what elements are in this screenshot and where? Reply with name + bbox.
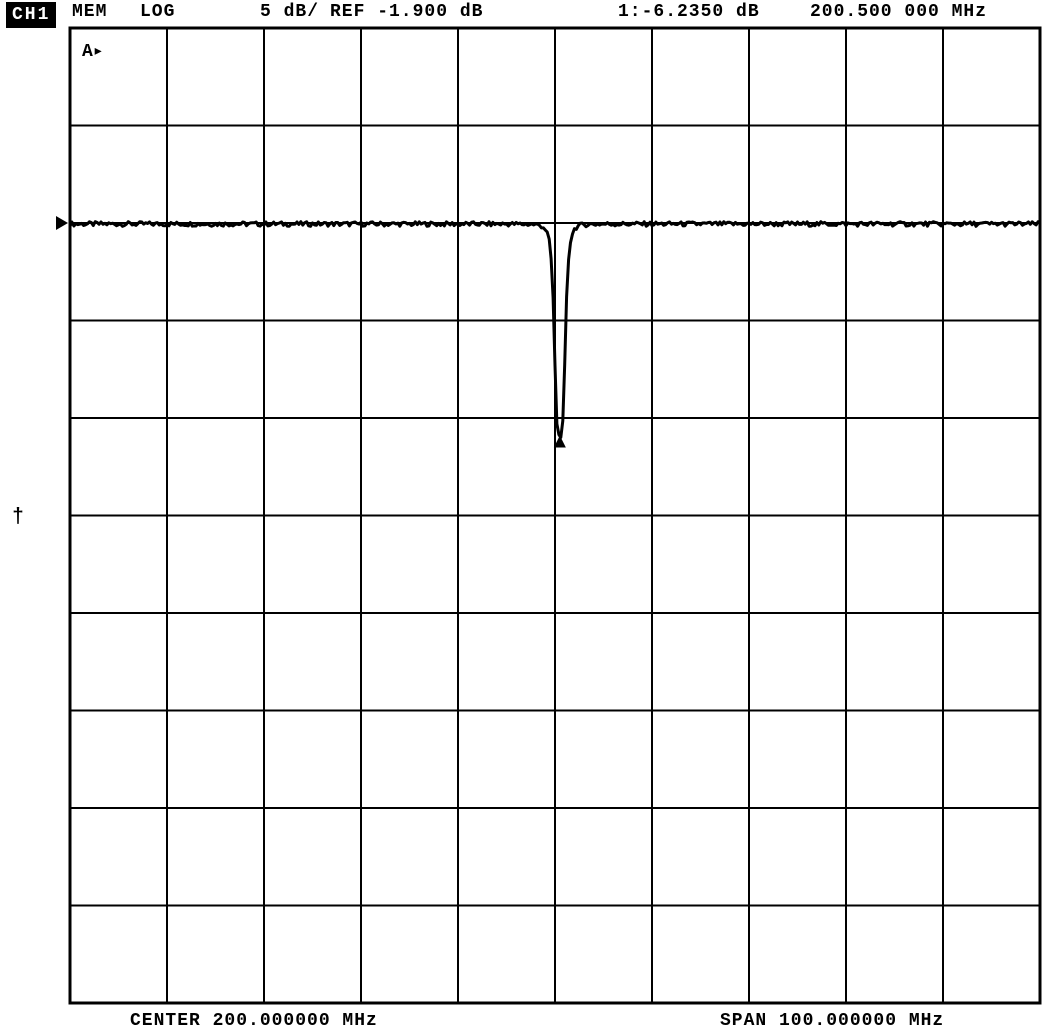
analyzer-screen: CH1 MEM LOG 5 dB/ REF -1.900 dB 1:-6.235… [0,0,1048,1035]
span-label: SPAN 100.000000 MHz [720,1011,944,1031]
side-marker-icon: † [12,506,24,529]
plot-area [0,0,1048,1035]
footer: CENTER 200.000000 MHz SPAN 100.000000 MH… [0,1011,1048,1033]
trace-a-indicator: A▸ [82,40,104,62]
center-freq-label: CENTER 200.000000 MHz [130,1011,378,1031]
